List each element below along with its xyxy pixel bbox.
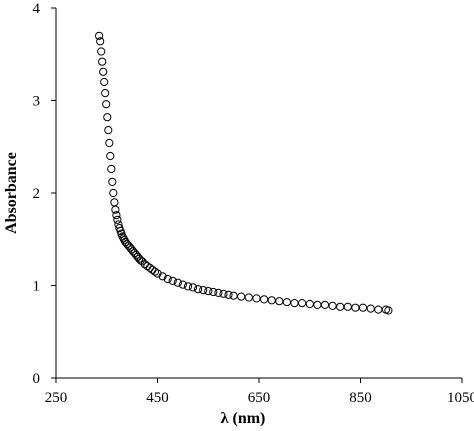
y-tick-label: 1 xyxy=(33,279,41,295)
data-point xyxy=(237,292,246,301)
data-point xyxy=(107,164,116,174)
data-point xyxy=(183,282,193,291)
data-point xyxy=(138,257,147,266)
data-point xyxy=(104,126,113,135)
data-point xyxy=(366,304,375,313)
data-point xyxy=(298,299,307,308)
data-point xyxy=(163,274,172,284)
x-tick-label: 250 xyxy=(45,390,68,406)
data-point xyxy=(188,283,198,292)
data-point xyxy=(219,289,228,298)
data-point xyxy=(252,294,261,303)
data-point xyxy=(204,287,213,296)
x-tick-label: 450 xyxy=(146,390,169,406)
data-point xyxy=(282,298,291,307)
data-point xyxy=(224,290,233,299)
data-point xyxy=(384,306,393,315)
data-point xyxy=(112,211,121,220)
x-axis-ticks: 250 450 650 850 1050 xyxy=(45,378,474,406)
y-tick-label: 0 xyxy=(33,371,41,387)
y-axis-title: Absorbance xyxy=(3,152,20,234)
x-tick-label: 850 xyxy=(349,390,372,406)
data-point xyxy=(168,276,177,285)
y-axis-ticks: 0 1 2 3 4 xyxy=(33,1,56,387)
data-point xyxy=(158,272,167,281)
data-point xyxy=(199,286,208,295)
data-point xyxy=(209,287,218,297)
data-point xyxy=(150,267,160,276)
y-tick-label: 3 xyxy=(33,94,41,110)
data-point xyxy=(194,285,203,294)
x-tick-label: 650 xyxy=(248,390,271,406)
data-point xyxy=(98,57,107,66)
data-point xyxy=(358,303,368,312)
data-point xyxy=(153,269,162,278)
data-point xyxy=(96,37,105,46)
data-point xyxy=(214,288,223,297)
data-point xyxy=(113,215,122,224)
data-point xyxy=(105,138,114,148)
data-point xyxy=(343,302,352,311)
data-point xyxy=(173,278,182,287)
x-tick-label: 1050 xyxy=(447,390,474,406)
data-point xyxy=(108,177,117,186)
data-point xyxy=(109,188,118,198)
data-point xyxy=(101,89,110,98)
data-point xyxy=(102,100,111,109)
data-point xyxy=(244,293,253,302)
data-series xyxy=(95,31,393,315)
data-point xyxy=(178,280,187,289)
data-point xyxy=(100,77,109,87)
data-point xyxy=(111,205,120,214)
y-tick-label: 2 xyxy=(33,186,41,202)
y-tick-label: 4 xyxy=(33,1,41,17)
data-point xyxy=(103,113,112,122)
data-point xyxy=(320,300,330,309)
data-point xyxy=(99,67,108,76)
data-point xyxy=(95,31,104,40)
data-point xyxy=(97,47,106,56)
data-point xyxy=(106,151,115,161)
x-axis-title: λ (nm) xyxy=(221,410,266,427)
